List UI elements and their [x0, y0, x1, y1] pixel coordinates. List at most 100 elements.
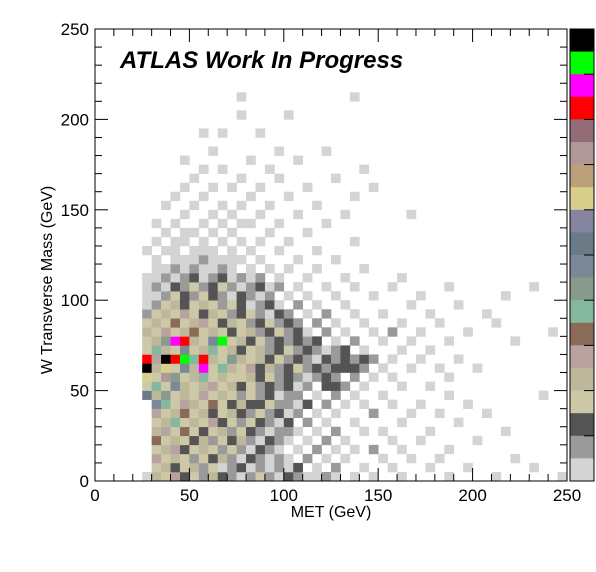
- heatmap-cell: [227, 282, 237, 292]
- heatmap-cell: [321, 282, 332, 292]
- heatmap-cell: [482, 309, 492, 319]
- heatmap-cell: [189, 282, 200, 292]
- heatmap-cell: [302, 354, 313, 364]
- y-tick-label: 200: [61, 110, 89, 129]
- palette-swatch: [570, 209, 594, 233]
- heatmap-cell: [264, 444, 275, 455]
- heatmap-cell: [302, 273, 313, 283]
- heatmap-cell: [293, 345, 303, 355]
- palette-swatch: [570, 345, 594, 369]
- palette-swatch: [570, 458, 594, 482]
- heatmap-cell: [302, 417, 313, 428]
- heatmap-cell: [161, 282, 171, 292]
- heatmap-cell: [217, 372, 228, 382]
- y-tick-label: 250: [61, 20, 89, 39]
- heatmap-cell: [283, 354, 294, 364]
- heatmap-cell: [179, 327, 190, 337]
- heatmap-cell: [161, 426, 171, 437]
- heatmap-cell: [217, 273, 228, 283]
- heatmap-cell: [198, 417, 209, 428]
- heatmap-cell: [179, 345, 190, 355]
- heatmap-cell: [198, 291, 209, 301]
- heatmap-cell: [217, 200, 228, 211]
- heatmap-cell: [189, 453, 200, 464]
- heatmap-cell: [208, 327, 219, 337]
- heatmap-cell: [255, 327, 266, 337]
- heatmap-cell: [151, 336, 162, 346]
- heatmap-cell: [321, 363, 332, 373]
- heatmap-cell: [217, 417, 228, 428]
- atlas-label: ATLAS Work In Progress: [119, 47, 403, 74]
- heatmap-cell: [189, 227, 200, 238]
- heatmap-cell: [208, 227, 219, 238]
- palette-swatch: [570, 119, 594, 143]
- palette-swatch: [570, 74, 594, 98]
- heatmap-cell: [246, 273, 256, 283]
- heatmap-cell: [227, 462, 237, 473]
- heatmap-cell: [227, 327, 237, 337]
- heatmap-cell: [189, 426, 200, 437]
- heatmap-cell: [151, 453, 162, 464]
- heatmap-cell: [340, 435, 351, 446]
- heatmap-cell: [444, 390, 455, 400]
- heatmap-cell: [246, 372, 256, 382]
- palette-swatch: [570, 413, 594, 437]
- heatmap-cell: [227, 381, 237, 391]
- heatmap-cell: [463, 462, 473, 473]
- heatmap-cell: [406, 336, 417, 346]
- heatmap-cell: [198, 300, 209, 310]
- heatmap-cell: [255, 128, 266, 138]
- heatmap-cell: [274, 173, 285, 183]
- heatmap-cell: [179, 282, 190, 292]
- heatmap-cell: [293, 155, 303, 165]
- heatmap-cell: [359, 264, 370, 274]
- heatmap-cell: [179, 155, 190, 165]
- heatmap-cell: [368, 354, 379, 364]
- heatmap-cell: [312, 372, 322, 382]
- heatmap-cell: [217, 300, 228, 310]
- heatmap-cell: [274, 345, 285, 355]
- heatmap-cell: [208, 318, 219, 328]
- heatmap-cell: [198, 435, 209, 446]
- heatmap-cell: [198, 309, 209, 319]
- heatmap-cell: [510, 453, 521, 464]
- heatmap-cell: [151, 327, 162, 337]
- heatmap-cell: [161, 435, 171, 446]
- heatmap-cell: [255, 282, 266, 292]
- heatmap-cell: [312, 471, 322, 482]
- x-tick-label: 250: [553, 486, 581, 505]
- heatmap-cell: [331, 462, 341, 473]
- heatmap-cell: [387, 435, 398, 446]
- heatmap-cell: [264, 300, 275, 310]
- heatmap-cell: [302, 399, 313, 409]
- heatmap-cell: [151, 390, 162, 400]
- heatmap-cell: [170, 273, 181, 283]
- heatmap-cell: [236, 336, 247, 346]
- y-tick-label: 50: [70, 382, 89, 401]
- heatmap-cell: [264, 200, 275, 211]
- heatmap-cell: [217, 345, 228, 355]
- heatmap-cell: [189, 444, 200, 455]
- heatmap-cell: [425, 462, 436, 473]
- heatmap-cell: [255, 372, 266, 382]
- heatmap-cell: [378, 363, 388, 373]
- heatmap-cell: [340, 209, 351, 220]
- heatmap-cell: [170, 471, 181, 482]
- heatmap-cell: [283, 453, 294, 464]
- heatmap-cell: [246, 155, 256, 165]
- heatmap-cell: [246, 300, 256, 310]
- heatmap-cell: [151, 218, 162, 229]
- heatmap-cell: [236, 435, 247, 446]
- heatmap-cell: [293, 372, 303, 382]
- heatmap-cell: [227, 372, 237, 382]
- heatmap-cell: [208, 363, 219, 373]
- heatmap-cell: [189, 309, 200, 319]
- heatmap-cell: [217, 309, 228, 319]
- palette-swatch: [570, 277, 594, 301]
- heatmap-cell: [142, 372, 152, 382]
- heatmap-cell: [359, 318, 370, 328]
- heatmap-cell: [208, 444, 219, 455]
- heatmap-cell: [378, 390, 388, 400]
- heatmap-cell: [538, 390, 549, 400]
